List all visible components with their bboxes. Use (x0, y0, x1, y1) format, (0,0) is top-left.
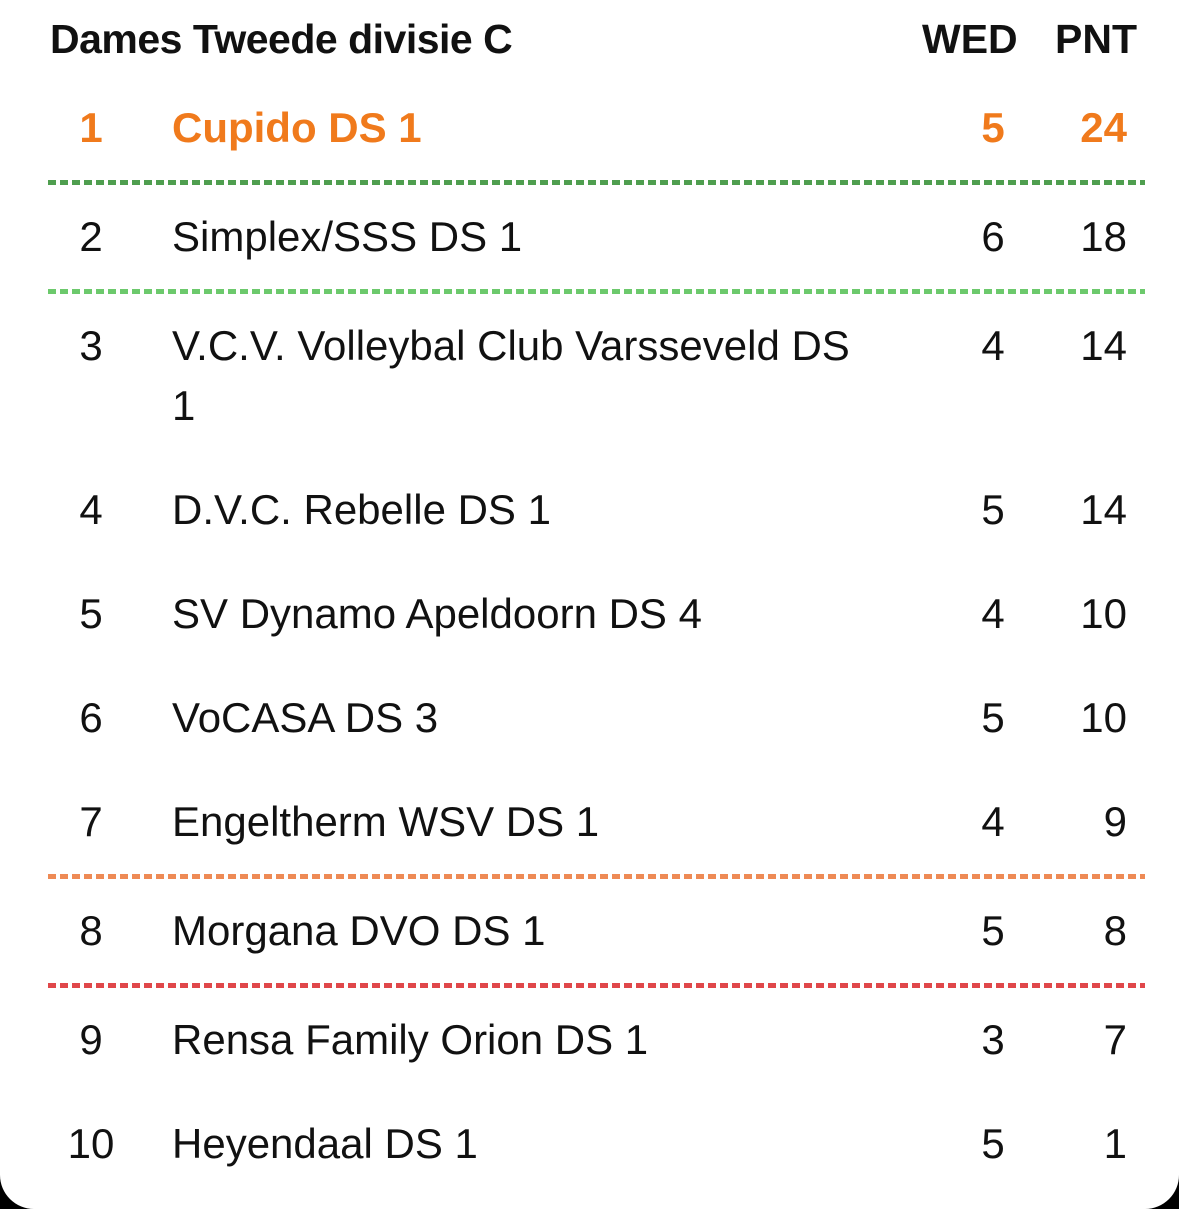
points: 24 (1080, 104, 1127, 151)
matches-played: 4 (981, 590, 1005, 637)
relegation-playoff-divider (48, 874, 1145, 879)
table-row[interactable]: 3 V.C.V. Volleybal Club Varsseveld DS 1 4 1… (0, 294, 1179, 458)
division-title: Dames Tweede divisie C (50, 16, 513, 62)
matches-played: 6 (981, 213, 1005, 260)
rank-cell: 7 (79, 798, 103, 845)
promotion-divider (48, 180, 1145, 185)
rank-cell: 2 (79, 213, 103, 260)
points: 14 (1080, 486, 1127, 533)
team-name: V.C.V. Volleybal Club Varsseveld DS 1 (172, 322, 850, 429)
standings-header: Dames Tweede divisie C WED PNT (0, 0, 1179, 84)
points: 10 (1080, 590, 1127, 637)
team-name: Cupido DS 1 (172, 104, 422, 151)
table-row[interactable]: 8 Morgana DVO DS 1 5 8 (0, 879, 1179, 983)
team-name: Simplex/SSS DS 1 (172, 213, 523, 260)
rank-cell: 8 (79, 907, 103, 954)
team-name: Rensa Family Orion DS 1 (172, 1016, 649, 1063)
table-row[interactable]: 1 Cupido DS 1 5 24 (0, 76, 1179, 180)
rank-cell: 6 (79, 694, 103, 741)
points: 9 (1103, 798, 1127, 845)
rank-cell: 4 (79, 486, 103, 533)
matches-played: 3 (981, 1016, 1005, 1063)
table-row[interactable]: 4 D.V.C. Rebelle DS 1 5 14 (0, 458, 1179, 562)
matches-played: 5 (981, 907, 1005, 954)
points: 7 (1103, 1016, 1127, 1063)
team-name: Engeltherm WSV DS 1 (172, 798, 600, 845)
points: 8 (1103, 907, 1127, 954)
rank-cell: 1 (79, 104, 103, 151)
table-row[interactable]: 9 Rensa Family Orion DS 1 3 7 (0, 988, 1179, 1092)
table-row[interactable]: 7 Engeltherm WSV DS 1 4 9 (0, 770, 1179, 874)
table-row[interactable]: 2 Simplex/SSS DS 1 6 18 (0, 185, 1179, 289)
promotion-playoff-divider (48, 289, 1145, 294)
column-header-wed: WED (922, 16, 1018, 62)
matches-played: 5 (981, 104, 1005, 151)
column-header-pnt: PNT (1055, 16, 1137, 62)
points: 14 (1080, 322, 1127, 369)
table-row[interactable]: 10 Heyendaal DS 1 5 1 (0, 1092, 1179, 1196)
rank-cell: 5 (79, 590, 103, 637)
table-row[interactable]: 6 VoCASA DS 3 5 10 (0, 666, 1179, 770)
table-row[interactable]: 5 SV Dynamo Apeldoorn DS 4 4 10 (0, 562, 1179, 666)
team-name: Morgana DVO DS 1 (172, 907, 546, 954)
standings-table: 1 Cupido DS 1 5 24 2 Simplex/SSS DS 1 6 18 3 V.C.… (0, 76, 1179, 1196)
rank-cell: 3 (79, 322, 103, 369)
team-name: D.V.C. Rebelle DS 1 (172, 486, 551, 533)
matches-played: 5 (981, 694, 1005, 741)
matches-played: 5 (981, 1120, 1005, 1167)
points: 18 (1080, 213, 1127, 260)
team-name: Heyendaal DS 1 (172, 1120, 478, 1167)
relegation-divider (48, 983, 1145, 988)
rank-cell: 10 (67, 1120, 115, 1167)
rank-cell: 9 (79, 1016, 103, 1063)
matches-played: 4 (981, 798, 1005, 845)
team-name: VoCASA DS 3 (172, 694, 439, 741)
matches-played: 4 (981, 322, 1005, 369)
matches-played: 5 (981, 486, 1005, 533)
points: 1 (1103, 1120, 1127, 1167)
points: 10 (1080, 694, 1127, 741)
team-name: SV Dynamo Apeldoorn DS 4 (172, 590, 702, 637)
